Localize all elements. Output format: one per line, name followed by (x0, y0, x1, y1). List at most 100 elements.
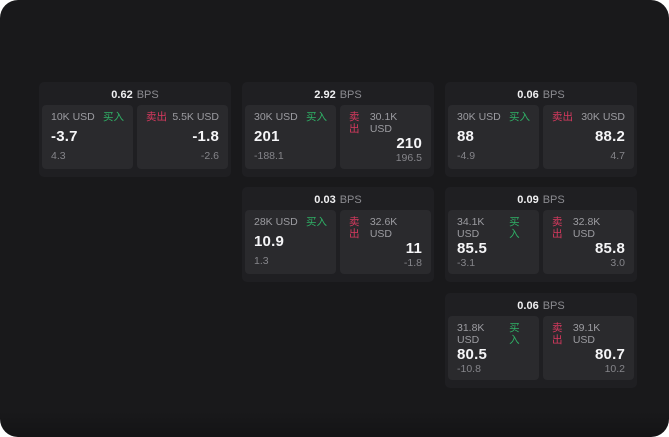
buy-top-row: 10K USD 买入 (51, 111, 124, 123)
buy-panel[interactable]: 30K USD 买入 201 -188.1 (245, 105, 336, 169)
buy-side-label: 买入 (509, 111, 530, 123)
bps-value: 0.06 (517, 89, 539, 101)
sell-side-label: 卖出 (552, 111, 573, 123)
buy-panel[interactable]: 30K USD 买入 88 -4.9 (448, 105, 539, 169)
card-header: 0.06 BPS (445, 293, 637, 316)
card-header: 0.09 BPS (445, 187, 637, 210)
buy-top-row: 34.1K USD 买入 (457, 216, 530, 240)
sell-side-label: 卖出 (349, 111, 360, 135)
spread-card: 0.09 BPS 34.1K USD 买入 85.5 -3.1 卖出 32.8K … (445, 187, 637, 282)
buy-sub-value: -188.1 (254, 150, 284, 162)
sell-panel[interactable]: 卖出 5.5K USD -1.8 -2.6 (137, 105, 228, 169)
sell-panel[interactable]: 卖出 32.8K USD 85.8 3.0 (543, 210, 634, 274)
bps-unit: BPS (542, 89, 565, 101)
bps-value: 2.92 (314, 89, 336, 101)
sell-panel[interactable]: 卖出 30.1K USD 210 196.5 (340, 105, 431, 169)
card-header: 2.92 BPS (242, 82, 434, 105)
buy-top-row: 28K USD 买入 (254, 216, 327, 228)
buy-sell-panels: 30K USD 买入 201 -188.1 卖出 30.1K USD 210 1… (242, 105, 434, 169)
buy-top-row: 31.8K USD 买入 (457, 322, 530, 346)
sell-main-value: 11 (405, 240, 422, 257)
buy-panel[interactable]: 28K USD 买入 10.9 1.3 (245, 210, 336, 274)
sell-amount: 32.6K USD (369, 216, 398, 240)
buy-sell-panels: 34.1K USD 买入 85.5 -3.1 卖出 32.8K USD 85.8… (445, 210, 637, 274)
buy-side-label: 买入 (509, 216, 520, 240)
buy-panel[interactable]: 31.8K USD 买入 80.5 -10.8 (448, 316, 539, 380)
buy-sell-panels: 31.8K USD 买入 80.5 -10.8 卖出 39.1K USD 80.… (445, 316, 637, 380)
buy-main-value: 80.5 (457, 346, 487, 363)
sell-side-label: 卖出 (146, 111, 167, 123)
buy-sell-panels: 28K USD 买入 10.9 1.3 卖出 32.6K USD 11 -1.8 (242, 210, 434, 274)
buy-amount: 30K USD (254, 111, 298, 123)
sell-main-value: 85.8 (595, 240, 625, 257)
card-header: 0.62 BPS (39, 82, 231, 105)
spread-card: 2.92 BPS 30K USD 买入 201 -188.1 卖出 30.1K U… (242, 82, 434, 177)
buy-side-label: 买入 (509, 322, 520, 346)
sell-side-label: 卖出 (349, 216, 360, 240)
sell-side-label: 卖出 (552, 322, 563, 346)
buy-main-value: 88 (457, 128, 475, 145)
buy-main-value: 201 (254, 128, 280, 145)
buy-main-value: 85.5 (457, 240, 487, 257)
sell-amount: 5.5K USD (172, 111, 219, 123)
sell-sub-value: 4.7 (610, 150, 625, 162)
buy-sell-panels: 30K USD 买入 88 -4.9 卖出 30K USD 88.2 4.7 (445, 105, 637, 169)
card-header: 0.06 BPS (445, 82, 637, 105)
buy-amount: 10K USD (51, 111, 95, 123)
sell-main-value: 80.7 (595, 346, 625, 363)
buy-sub-value: 1.3 (254, 255, 269, 267)
sell-sub-value: 3.0 (610, 257, 625, 269)
buy-amount: 31.8K USD (457, 322, 485, 346)
sell-main-value: 88.2 (595, 128, 625, 145)
sell-main-value: 210 (396, 135, 422, 152)
spread-card: 0.06 BPS 31.8K USD 买入 80.5 -10.8 卖出 39.1K… (445, 293, 637, 388)
sell-top-row: 卖出 32.6K USD (349, 216, 422, 240)
buy-main-value: -3.7 (51, 128, 78, 145)
sell-sub-value: -1.8 (403, 257, 422, 269)
sell-sub-value: 196.5 (395, 152, 422, 164)
bps-unit: BPS (339, 194, 362, 206)
sell-top-row: 卖出 32.8K USD (552, 216, 625, 240)
sell-sub-value: -2.6 (200, 150, 219, 162)
sell-panel[interactable]: 卖出 39.1K USD 80.7 10.2 (543, 316, 634, 380)
bps-unit: BPS (136, 89, 159, 101)
spread-card: 0.62 BPS 10K USD 买入 -3.7 4.3 卖出 5.5K USD (39, 82, 231, 177)
buy-side-label: 买入 (306, 216, 327, 228)
spread-card: 0.06 BPS 30K USD 买入 88 -4.9 卖出 30K USD (445, 82, 637, 177)
buy-sell-panels: 10K USD 买入 -3.7 4.3 卖出 5.5K USD -1.8 -2.… (39, 105, 231, 169)
buy-panel[interactable]: 10K USD 买入 -3.7 4.3 (42, 105, 133, 169)
buy-side-label: 买入 (306, 111, 327, 123)
sell-sub-value: 10.2 (604, 363, 625, 375)
bps-value: 0.06 (517, 300, 539, 312)
buy-sub-value: -3.1 (457, 257, 476, 269)
buy-side-label: 买入 (103, 111, 124, 123)
sell-amount: 30.1K USD (369, 111, 398, 135)
bps-value: 0.62 (111, 89, 133, 101)
bps-value: 0.03 (314, 194, 336, 206)
spread-card: 0.03 BPS 28K USD 买入 10.9 1.3 卖出 32.6K USD (242, 187, 434, 282)
bps-unit: BPS (542, 300, 565, 312)
buy-main-value: 10.9 (254, 233, 284, 250)
buy-amount: 28K USD (254, 216, 298, 228)
sell-main-value: -1.8 (192, 128, 219, 145)
buy-amount: 34.1K USD (457, 216, 485, 240)
bps-value: 0.09 (517, 194, 539, 206)
card-header: 0.03 BPS (242, 187, 434, 210)
bps-unit: BPS (339, 89, 362, 101)
buy-sub-value: 4.3 (51, 150, 66, 162)
sell-side-label: 卖出 (552, 216, 563, 240)
buy-sub-value: -10.8 (457, 363, 481, 375)
sell-top-row: 卖出 39.1K USD (552, 322, 625, 346)
buy-sub-value: -4.9 (457, 150, 476, 162)
sell-amount: 32.8K USD (572, 216, 601, 240)
buy-top-row: 30K USD 买入 (254, 111, 327, 123)
sell-panel[interactable]: 卖出 32.6K USD 11 -1.8 (340, 210, 431, 274)
buy-panel[interactable]: 34.1K USD 买入 85.5 -3.1 (448, 210, 539, 274)
sell-top-row: 卖出 5.5K USD (146, 111, 219, 123)
bps-unit: BPS (542, 194, 565, 206)
sell-amount: 39.1K USD (572, 322, 601, 346)
buy-top-row: 30K USD 买入 (457, 111, 530, 123)
sell-top-row: 卖出 30.1K USD (349, 111, 422, 135)
sell-panel[interactable]: 卖出 30K USD 88.2 4.7 (543, 105, 634, 169)
